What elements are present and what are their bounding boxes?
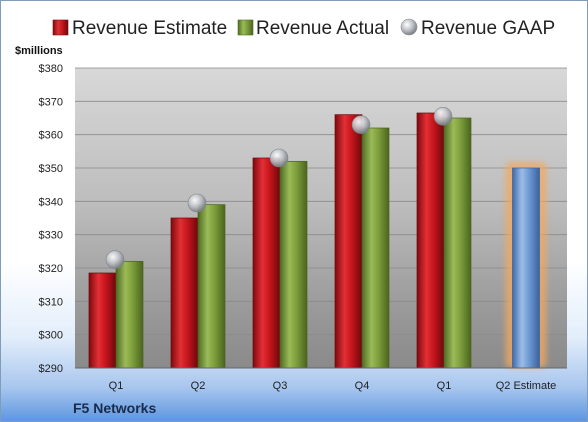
legend-swatch-sphere [400,18,418,36]
y-tick-label: $290 [39,363,63,375]
x-tick-label: Q3 [273,380,288,392]
y-tick-label: $300 [39,330,63,342]
legend-swatch-green [237,19,254,36]
legend-item-revenue-actual: Revenue Actual [237,18,389,39]
y-axis-unit-label: $millions [15,45,63,57]
y-tick-label: $380 [39,63,63,75]
bar-q2-estimate [512,167,540,369]
y-tick-label: $340 [39,196,63,208]
bar-revenue-estimate [252,157,281,369]
bar-revenue-actual [279,160,308,369]
marker-revenue-gaap [433,107,453,126]
y-tick-label: $360 [39,130,63,142]
x-axis-ticks: Q1 Q2 Q3 Q4 Q1 Q2 Estimate [109,380,557,392]
marker-revenue-gaap [105,250,125,269]
marker-revenue-gaap [269,148,289,168]
y-axis-ticks: $290 $300 $310 $320 $330 $340 $350 $360 $370 $380 [39,63,63,375]
bar-revenue-actual [443,117,472,369]
x-tick-label: Q4 [355,380,370,392]
bar-revenue-estimate [416,112,445,369]
legend-item-revenue-estimate: Revenue Estimate [52,18,227,39]
y-tick-label: $310 [39,296,63,308]
legend-label-revenue-gaap: Revenue GAAP [421,18,555,39]
bar-revenue-actual [115,260,144,369]
bar-revenue-actual [361,127,390,369]
x-tick-label: Q2 [191,380,206,392]
y-tick-label: $320 [39,263,63,275]
x-tick-label: Q1 [109,380,124,392]
y-tick-label: $350 [39,163,63,175]
marker-revenue-gaap [351,115,371,134]
company-name: F5 Networks [73,400,157,416]
y-tick-label: $370 [39,96,63,108]
legend-label-revenue-estimate: Revenue Estimate [72,18,227,39]
plot-area [75,68,567,368]
gaap-markers-layer [105,107,453,269]
x-tick-label: Q1 [437,380,452,392]
bar-revenue-estimate [88,272,117,369]
chart-legend: Revenue Estimate Revenue Actual Revenue … [52,18,555,39]
legend-swatch-red [52,19,69,36]
bar-revenue-actual [197,204,226,369]
marker-revenue-gaap [187,193,207,213]
legend-label-revenue-actual: Revenue Actual [256,18,389,39]
legend-item-revenue-gaap: Revenue GAAP [400,18,555,39]
grid-lines [75,67,567,369]
bar-revenue-estimate [334,114,363,369]
y-tick-label: $330 [39,230,63,242]
bar-revenue-estimate [170,217,199,369]
x-tick-label: Q2 Estimate [496,380,557,392]
